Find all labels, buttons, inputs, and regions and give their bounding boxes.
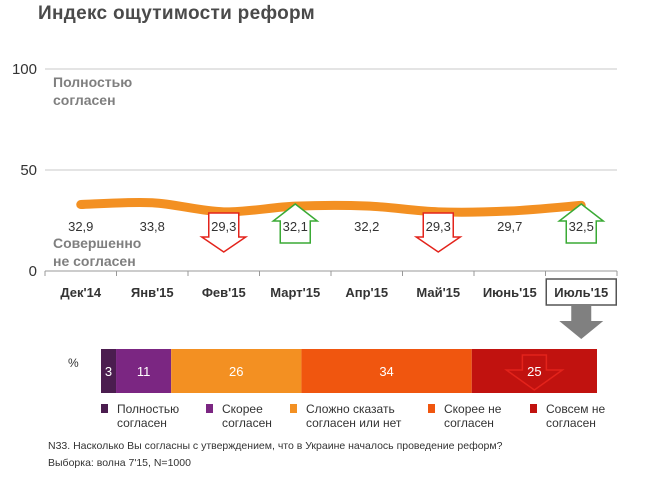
legend-label: Полностью bbox=[117, 402, 179, 416]
legend-swatch bbox=[530, 404, 537, 413]
segment-value-label: 3 bbox=[105, 364, 112, 379]
legend-label: согласен bbox=[222, 416, 272, 430]
value-label: 29,7 bbox=[497, 219, 522, 234]
up-arrow-marker bbox=[271, 203, 320, 244]
up-arrow-marker bbox=[557, 203, 606, 244]
annotation-top-line1: Полностью bbox=[53, 74, 132, 90]
chart-title: Индекс ощутимости реформ bbox=[38, 3, 316, 24]
x-tick-label: Май'15 bbox=[416, 285, 460, 300]
down-arrow-marker bbox=[504, 354, 565, 391]
legend-label: согласен bbox=[444, 416, 494, 430]
x-tick-label: Янв'15 bbox=[131, 285, 174, 300]
footnote-sample: Выборка: волна 7'15, N=1000 bbox=[48, 457, 191, 469]
y-tick-label: 0 bbox=[29, 263, 37, 280]
breakdown-segment bbox=[101, 349, 117, 393]
breakdown-unit-label: % bbox=[68, 356, 79, 370]
value-label: 32,9 bbox=[68, 219, 93, 234]
breakdown-segment bbox=[301, 349, 472, 393]
x-tick-label: Апр'15 bbox=[345, 285, 388, 300]
y-tick-label: 50 bbox=[20, 162, 37, 179]
footnote-question: N33. Насколько Вы согласны с утверждение… bbox=[48, 440, 503, 452]
legend-label: Сложно сказать bbox=[306, 402, 395, 416]
x-tick-label: Фев'15 bbox=[202, 285, 246, 300]
down-arrow-marker bbox=[413, 212, 463, 253]
breakdown-segment bbox=[471, 349, 597, 393]
legend-swatch bbox=[101, 404, 108, 413]
breakdown-segment bbox=[171, 349, 302, 393]
legend-label: согласен bbox=[546, 416, 596, 430]
pointer-arrow-icon bbox=[559, 306, 604, 339]
legend-swatch bbox=[428, 404, 435, 413]
footnote: N33. Насколько Вы согласны с утверждение… bbox=[48, 438, 502, 472]
breakdown-segment bbox=[116, 349, 172, 393]
down-arrow-marker bbox=[199, 212, 249, 253]
y-tick-label: 100 bbox=[12, 61, 37, 78]
series-line bbox=[76, 197, 586, 217]
x-tick-label: Март'15 bbox=[270, 285, 320, 300]
value-label: 32,1 bbox=[283, 219, 308, 234]
legend-label: согласен bbox=[117, 416, 167, 430]
value-label: 33,8 bbox=[140, 219, 165, 234]
value-label: 29,3 bbox=[211, 219, 236, 234]
x-tick-label: Июль'15 bbox=[554, 285, 608, 300]
legend-label: Совсем не bbox=[546, 402, 605, 416]
legend-label: согласен или нет bbox=[306, 416, 402, 430]
value-label: 32,2 bbox=[354, 219, 379, 234]
legend-label: Скорее не bbox=[444, 402, 502, 416]
segment-value-label: 11 bbox=[137, 364, 151, 379]
legend-label: Скорее bbox=[222, 402, 263, 416]
value-label: 32,5 bbox=[569, 219, 594, 234]
annotation-bottom-line2: не согласен bbox=[53, 253, 136, 269]
x-tick-label: Дек'14 bbox=[60, 285, 101, 300]
legend-swatch bbox=[206, 404, 213, 413]
segment-value-label: 26 bbox=[229, 364, 243, 379]
segment-value-label: 25 bbox=[527, 364, 541, 379]
legend-swatch bbox=[290, 404, 297, 413]
highlighted-category-box bbox=[545, 278, 617, 306]
x-tick-label: Июнь'15 bbox=[483, 285, 537, 300]
annotation-top-line2: согласен bbox=[53, 92, 116, 108]
segment-value-label: 34 bbox=[379, 364, 393, 379]
value-label: 29,3 bbox=[426, 219, 451, 234]
annotation-bottom-line1: Совершенно bbox=[53, 235, 141, 251]
